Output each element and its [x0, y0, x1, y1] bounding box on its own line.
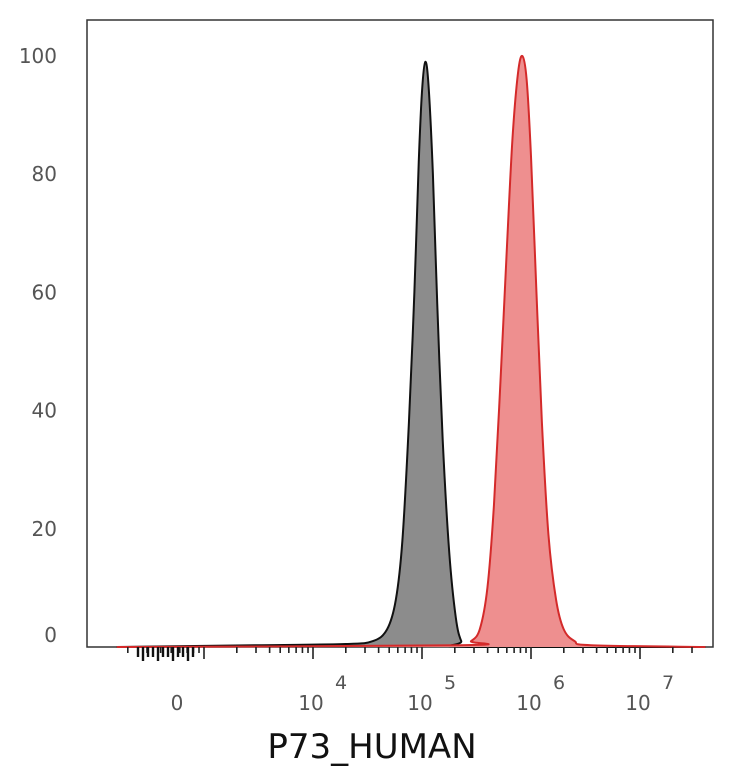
series-layer	[116, 54, 706, 648]
x-tick-exponent: 7	[662, 672, 674, 694]
y-tick-label: 80	[32, 162, 57, 186]
x-axis-label: P73_HUMAN	[267, 727, 476, 767]
x-tick-label: 10	[625, 691, 650, 715]
x-axis: 0 10 4 10 5 10 6 10 7	[127, 647, 693, 715]
y-tick-label: 0	[44, 623, 57, 647]
y-axis: 0 20 40 60 80 100	[19, 44, 57, 647]
series-0-line	[116, 60, 706, 648]
y-tick-label: 100	[19, 44, 57, 68]
series-1-line	[116, 54, 706, 648]
y-tick-label: 60	[32, 280, 57, 304]
x-tick-exponent: 6	[553, 672, 565, 694]
x-tick-label: 10	[407, 691, 432, 715]
x-tick-label: 10	[298, 691, 323, 715]
x-tick-label: 10	[516, 691, 541, 715]
x-tick-exponent: 4	[335, 672, 347, 694]
y-tick-label: 40	[32, 399, 57, 423]
x-tick-label: 0	[171, 691, 184, 715]
plot-frame	[86, 19, 714, 648]
series-0-area	[116, 61, 706, 648]
x-tick-exponent: 5	[444, 672, 456, 694]
y-tick-label: 20	[32, 517, 57, 541]
